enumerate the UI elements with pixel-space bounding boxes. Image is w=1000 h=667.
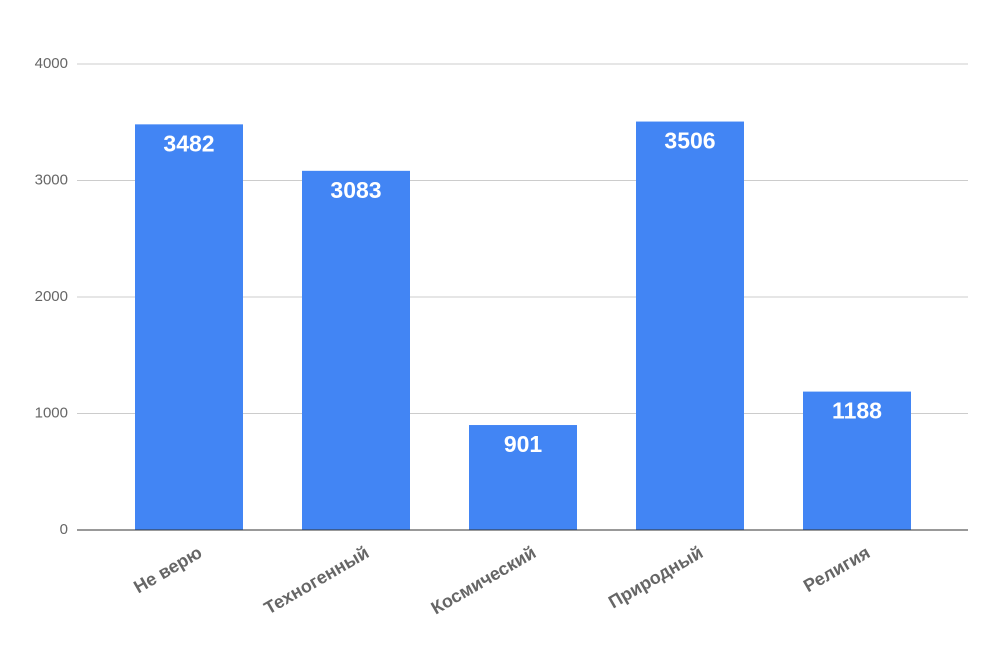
bar — [636, 121, 744, 531]
data-label: 901 — [504, 431, 543, 457]
x-tick-label: Религия — [800, 542, 873, 596]
bar — [135, 124, 243, 531]
y-tick-label: 3000 — [35, 171, 68, 188]
x-tick-label: Не верю — [130, 542, 205, 597]
bar — [469, 425, 577, 530]
data-label: 3083 — [330, 177, 381, 203]
x-tick-label: Техногенный — [261, 542, 373, 618]
y-tick-label: 4000 — [35, 55, 68, 72]
y-tick-label: 0 — [60, 521, 68, 538]
bar — [302, 170, 410, 530]
data-label: 1188 — [832, 398, 882, 424]
y-tick-label: 2000 — [35, 288, 68, 305]
y-tick-label: 1000 — [35, 404, 68, 421]
data-label: 3482 — [163, 130, 214, 156]
x-tick-label: Космический — [428, 542, 540, 618]
data-label: 3506 — [664, 128, 715, 154]
bar — [803, 391, 911, 530]
x-tick-label: Природный — [605, 542, 706, 612]
